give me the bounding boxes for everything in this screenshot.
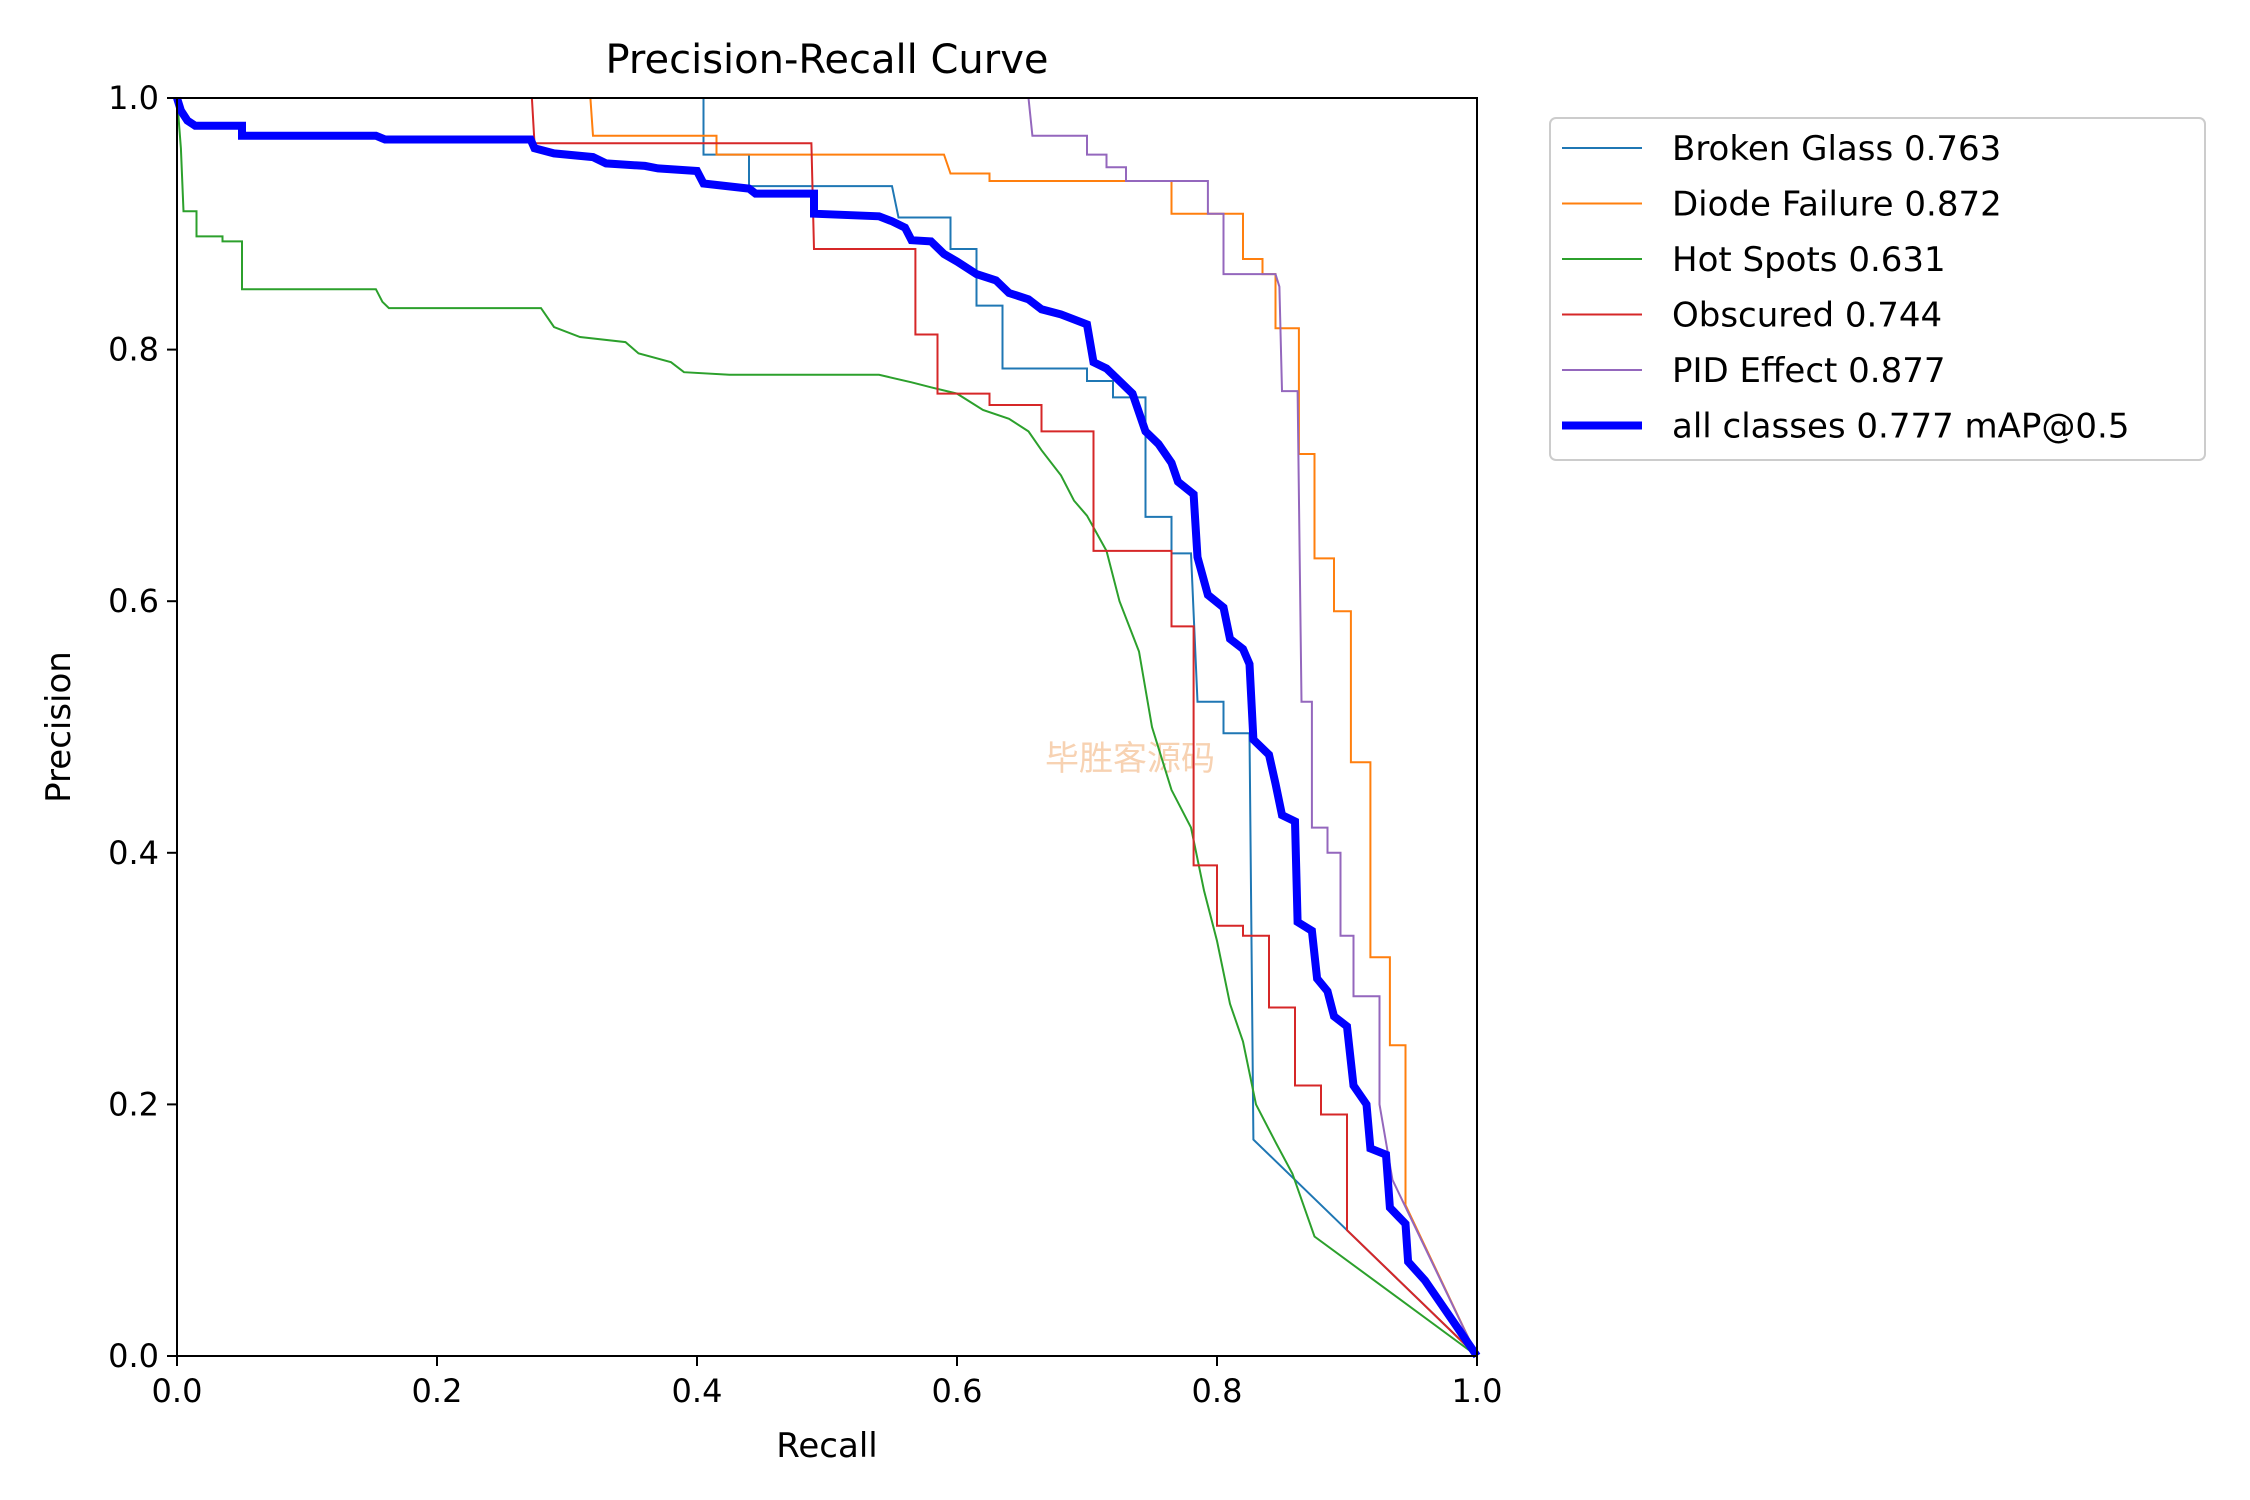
y-tick-label: 1.0 — [108, 79, 159, 117]
series-layer — [173, 96, 1481, 1359]
y-tick-label: 0.0 — [108, 1337, 159, 1375]
x-tick-label: 0.6 — [932, 1372, 983, 1410]
chart-title: Precision-Recall Curve — [606, 37, 1049, 83]
series-line-0 — [177, 97, 1478, 1357]
legend: Broken Glass 0.763 Diode Failure 0.872 Hot… — [1549, 117, 2206, 461]
series-line-4 — [177, 97, 1478, 1357]
series-line-3 — [177, 97, 1478, 1357]
watermark: 毕胜客源码 — [1045, 739, 1215, 779]
y-tick-label: 0.8 — [108, 331, 159, 369]
y-tick-label: 0.4 — [108, 834, 159, 872]
plot-frame — [176, 97, 1478, 1357]
x-tick-label: 1.0 — [1452, 1372, 1503, 1410]
y-axis-label: Precision — [39, 651, 79, 803]
series-line-2 — [176, 97, 1478, 1357]
x-axis: 0.0 0.2 0.4 0.6 0.8 1.0 — [152, 1356, 1503, 1410]
x-tick-label: 0.0 — [152, 1372, 203, 1410]
legend-label-4: PID Effect 0.877 — [1672, 351, 1946, 391]
series-line-5 — [173, 96, 1481, 1359]
x-tick-label: 0.2 — [412, 1372, 463, 1410]
legend-label-3: Obscured 0.744 — [1672, 296, 1942, 336]
legend-label-5: all classes 0.777 mAP@0.5 — [1672, 407, 2129, 447]
x-tick-label: 0.8 — [1192, 1372, 1243, 1410]
y-tick-label: 0.6 — [108, 582, 159, 620]
series-line-1 — [177, 97, 1478, 1357]
y-tick-label: 0.2 — [108, 1085, 159, 1123]
legend-label-1: Diode Failure 0.872 — [1672, 185, 2002, 225]
legend-box — [1549, 117, 2206, 461]
x-tick-label: 0.4 — [672, 1372, 723, 1410]
x-axis-label: Recall — [776, 1426, 877, 1466]
y-axis: 0.0 0.2 0.4 0.6 0.8 1.0 — [108, 79, 177, 1375]
legend-label-2: Hot Spots 0.631 — [1672, 240, 1946, 280]
legend-label-0: Broken Glass 0.763 — [1672, 129, 2001, 169]
